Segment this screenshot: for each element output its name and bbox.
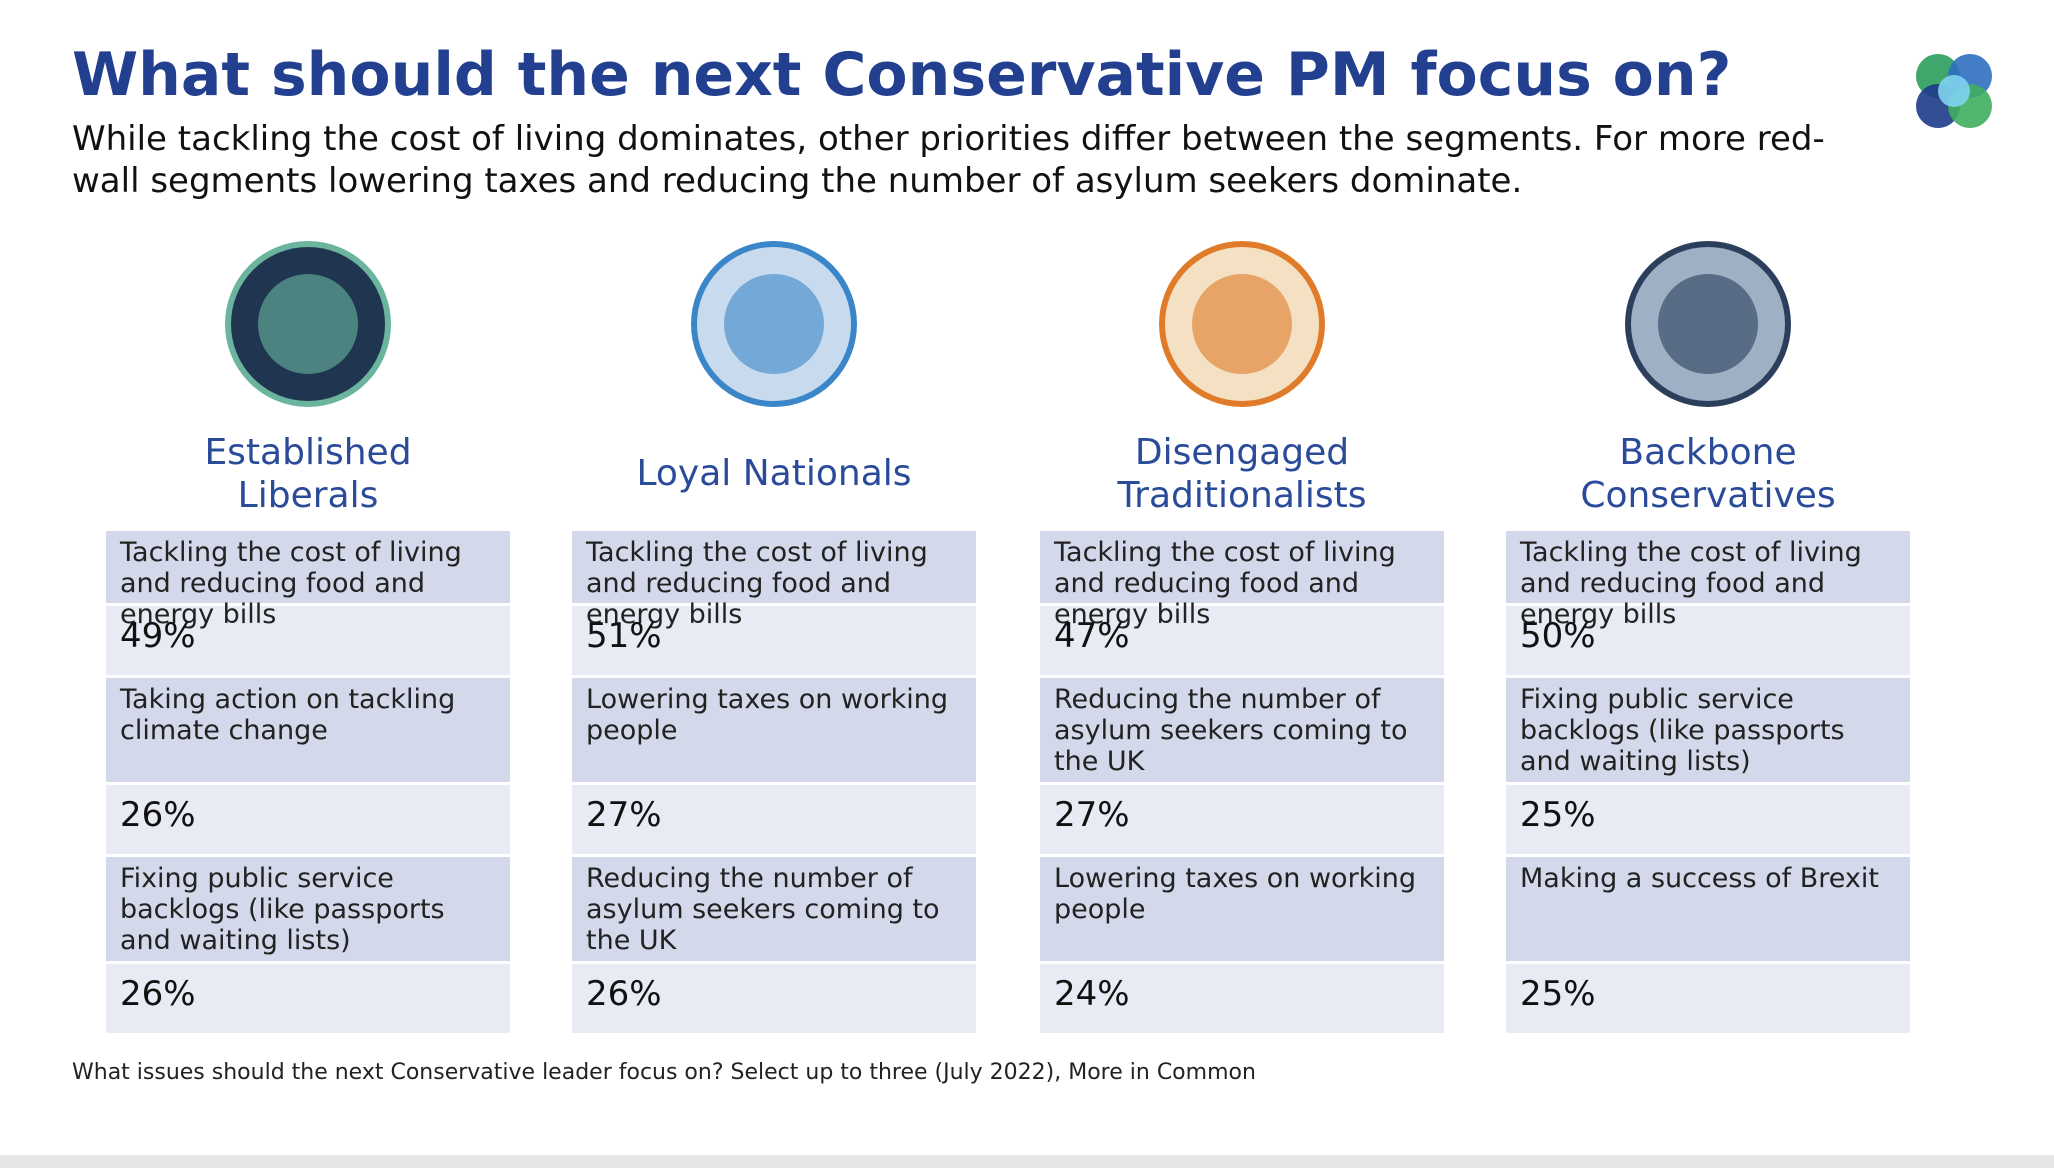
priority-value: 24% [1040,964,1444,1036]
priority-value: 27% [1040,785,1444,857]
subtitle: While tackling the cost of living domina… [72,119,1825,201]
priority-label: Tackling the cost of living and reducing… [106,531,510,630]
priority-label: Taking action on tackling climate change [106,678,510,785]
bottom-band [0,1155,2054,1168]
priority-label: Lowering taxes on working people [572,678,976,785]
priority-value: 49% [106,606,510,678]
priority-label: Reducing the number of asylum seekers co… [1040,678,1444,785]
priority-label: Making a success of Brexit [1506,857,1910,964]
priority-value: 47% [1040,606,1444,678]
priority-label: Fixing public service backlogs (like pas… [106,857,510,964]
segment-name: Disengaged Traditionalists [1117,431,1367,516]
priority-label: Tackling the cost of living and reducing… [572,531,976,630]
priority-label: Lowering taxes on working people [1040,857,1444,964]
priority-label: Tackling the cost of living and reducing… [1506,531,1910,630]
title: What should the next Conservative PM foc… [72,40,1732,110]
priority-label: Reducing the number of asylum seekers co… [572,857,976,964]
segment-column: Established Liberals Tackling the cost of… [106,240,510,1036]
segment-column: Disengaged Traditionalists Tackling the c… [1040,240,1444,1036]
segment-name: Established Liberals [204,431,412,516]
segment-illustration [1625,241,1791,407]
priority-label: Fixing public service backlogs (like pas… [1506,678,1910,785]
priority-value: 25% [1506,964,1910,1036]
priority-value: 26% [106,964,510,1036]
priority-value: 25% [1506,785,1910,857]
priority-value: 26% [572,964,976,1036]
segment-illustration [1159,241,1325,407]
priority-value: 27% [572,785,976,857]
priority-value: 51% [572,606,976,678]
segment-name: Loyal Nationals [636,453,912,494]
priority-value: 26% [106,785,510,857]
logo [1916,54,1992,128]
segment-name: Backbone Conservatives [1580,431,1836,516]
segment-illustration [691,241,857,407]
source-note: What issues should the next Conservative… [72,1060,1256,1085]
priority-label: Tackling the cost of living and reducing… [1040,531,1444,630]
segment-column: Backbone Conservatives Tackling the cost … [1506,240,1910,1036]
segment-illustration [225,241,391,407]
segment-column: Loyal Nationals Tackling the cost of livi… [572,240,976,1036]
priority-value: 50% [1506,606,1910,678]
